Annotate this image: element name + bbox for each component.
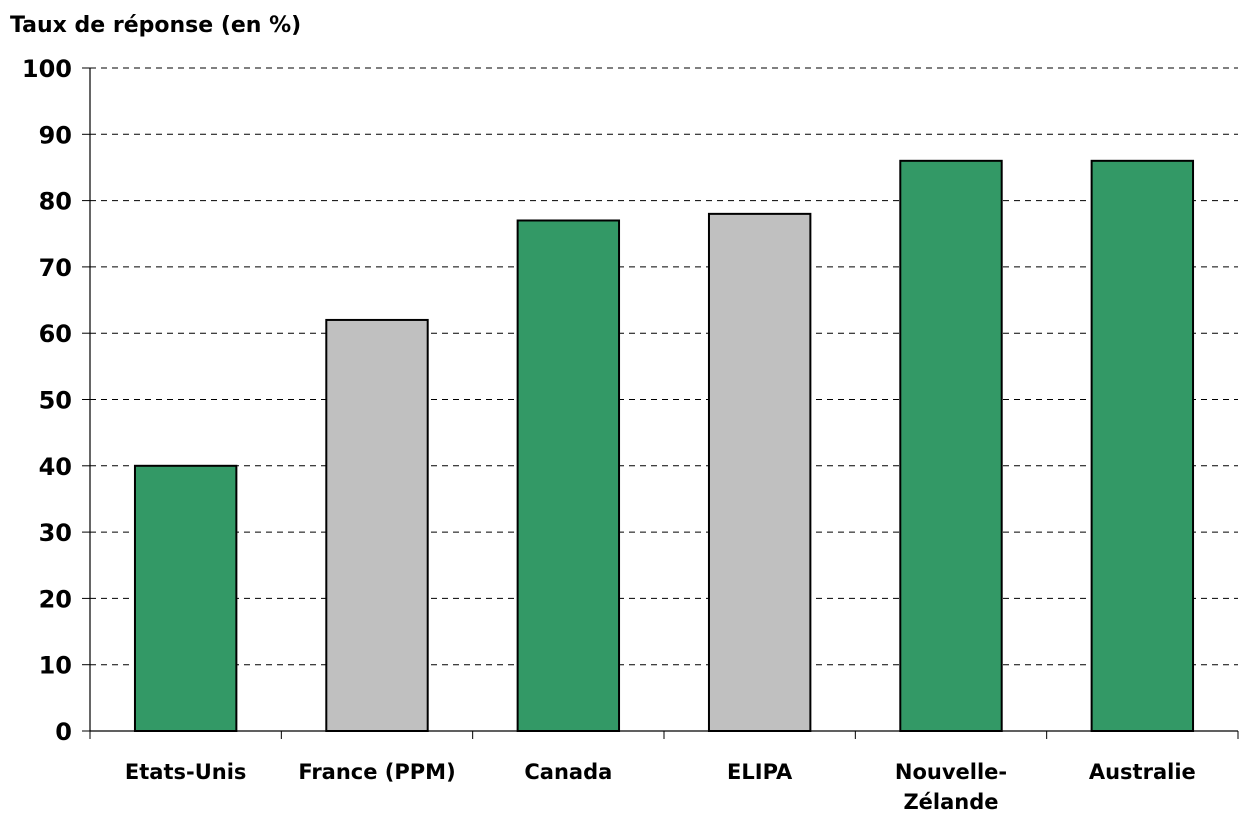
category-label: Etats-Unis [125, 760, 247, 784]
y-tick-label: 70 [39, 254, 72, 282]
bar-canada [516, 219, 621, 733]
category-label: ELIPA [727, 760, 793, 784]
gridlines [90, 67, 1238, 666]
bar-elipa [707, 212, 812, 733]
y-tick-label: 90 [39, 121, 72, 149]
bar-australie [1090, 159, 1195, 732]
y-tick-label: 0 [55, 718, 72, 746]
y-axis-title: Taux de réponse (en %) [10, 13, 301, 38]
y-tick-label: 40 [39, 453, 72, 481]
y-tick-label: 20 [39, 585, 72, 613]
x-tick-labels: Etats-Unis France (PPM) Canada ELIPA Nouvell… [125, 760, 1196, 814]
y-tick-label: 30 [39, 519, 72, 547]
y-tick-label: 60 [39, 320, 72, 348]
bar-france-ppm [325, 318, 429, 732]
category-label: Nouvelle- [895, 760, 1007, 784]
category-label: Australie [1089, 760, 1196, 784]
axes [82, 67, 1239, 739]
bars [133, 159, 1195, 733]
y-tick-label: 100 [22, 55, 72, 83]
y-tick-label: 80 [39, 188, 72, 216]
y-tick-label: 50 [39, 387, 72, 415]
category-label: Zélande [903, 790, 998, 814]
category-label: Canada [524, 760, 612, 784]
bar-etats-unis [133, 464, 238, 732]
bar-nouvelle-z-lande [899, 159, 1003, 732]
y-tick-labels: 0 10 20 30 40 50 60 70 80 90 100 [22, 55, 72, 746]
category-label: France (PPM) [298, 760, 455, 784]
y-tick-label: 10 [39, 652, 72, 680]
